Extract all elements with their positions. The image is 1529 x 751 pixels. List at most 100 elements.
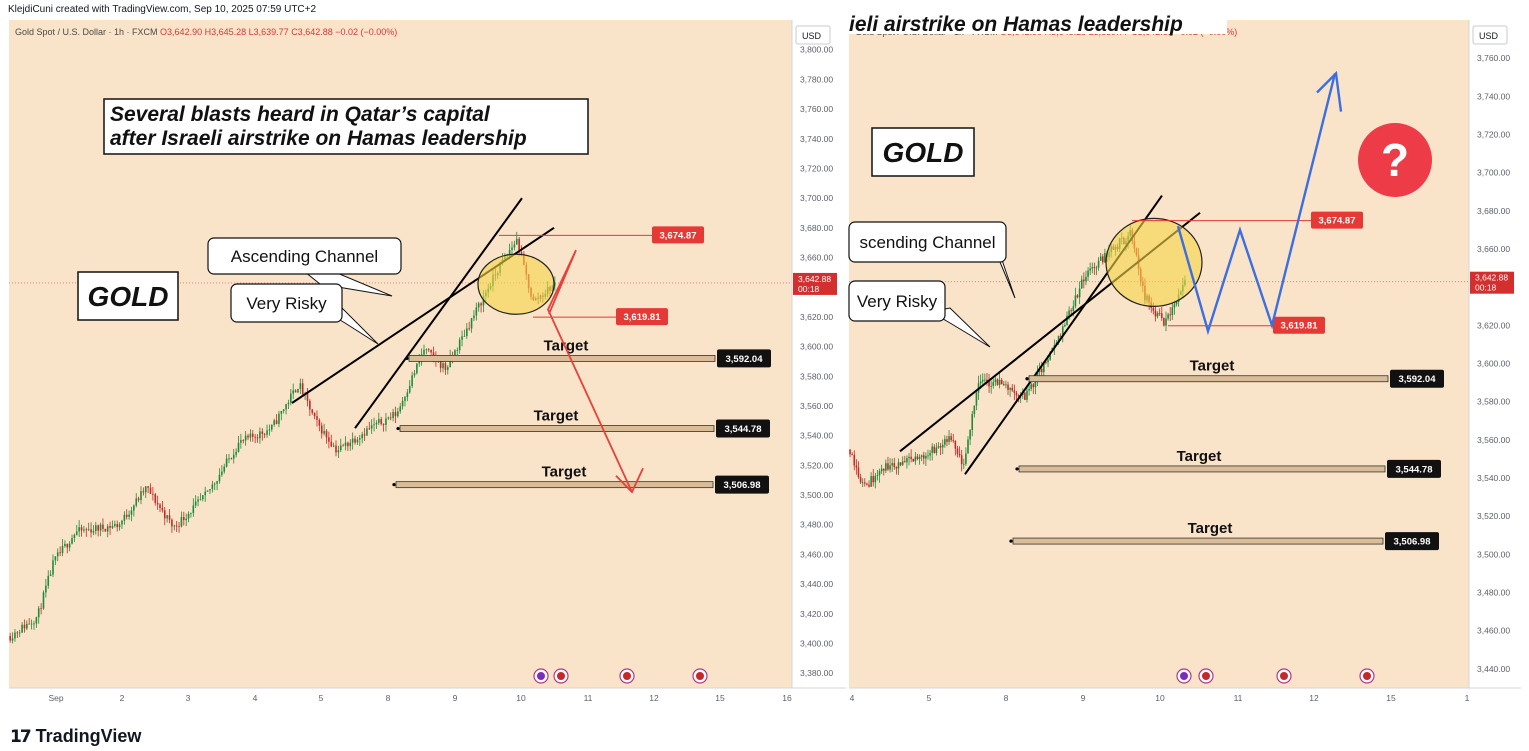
panel1-candle [230,458,233,460]
panel1-candle [142,491,145,493]
panel1-y-tick-label: 3,620.00 [800,312,833,322]
panel2-candle [1165,318,1167,326]
panel1-candle [183,517,185,521]
panel2-candle [990,385,992,387]
panel1-candle [425,349,428,351]
panel2-candle [1074,295,1077,307]
panel2-currency-label: USD [1479,31,1499,41]
panel2-y-tick-label: 3,760.00 [1477,53,1510,63]
panel1-candle [197,499,199,502]
panel1-headline-line: after Israeli airstrike on Hamas leaders… [110,127,527,150]
panel2-candle [967,439,969,454]
panel1-candle [430,350,432,353]
panel1-x-tick-label: 3 [186,693,191,703]
panel2-candle [897,462,900,469]
panel1-candle [242,440,245,441]
panel1-candle [111,525,114,528]
panel1-target-label: Target [544,337,589,354]
panel1-candle [99,524,102,531]
panel2-candle [994,379,997,382]
panel1-candle [397,411,399,417]
panel1-candle [480,303,482,306]
panel2-candle [1072,306,1075,312]
panel1-candle [454,350,456,357]
panel2-last-price-value: 3,642.88 [1475,273,1508,283]
panel1-candle [97,525,99,531]
panel1-candle [45,585,47,593]
panel2-candle [992,381,995,386]
panel1-candle [325,430,328,438]
panel1-candle [418,360,421,364]
panel1-candle [180,517,183,527]
panel2-bullish-arrow [1176,73,1337,336]
panel1-candle [511,247,513,251]
panel1-candle [135,498,138,506]
panel2-candle [901,461,904,465]
panel2-candle [965,453,967,464]
panel1-candle [332,445,335,447]
panel1-y-tick-label: 3,440.00 [800,579,833,589]
panel2-candle [996,379,999,385]
panel1-candle [225,458,228,467]
panel1-asset-label-box [77,271,179,321]
panel1-candle [154,494,157,503]
panel1-candle [263,433,266,435]
panel1-target-value: 3,592.04 [726,354,764,365]
panel1-candle [73,534,76,539]
panel1-candle [423,349,425,355]
panel2-candle [954,441,957,449]
panel1-candle [313,412,316,417]
panel1-candle [190,513,192,514]
panel2-level-value: 3,674.87 [1319,216,1356,227]
panel2-candle [1011,387,1014,391]
panel2-candle [855,465,858,468]
panel1-candle [416,363,418,374]
panel2-y-tick-label: 3,460.00 [1477,626,1510,636]
panel1-candle [349,442,352,447]
panel1-candle [254,436,256,438]
panel2-candle [925,455,927,459]
panel2-x-tick-label: 8 [1004,693,1009,703]
panel2-candle [1045,362,1047,364]
panel2-candle [872,476,875,483]
panel1-candle [461,336,463,340]
panel2-candle [861,482,864,484]
panel2-candle [1163,317,1165,326]
panel2-candle [962,463,965,465]
panel1-y-tick-label: 3,500.00 [800,490,833,500]
panel1-candle [244,435,247,441]
tradingview-brand[interactable]: 𝟭𝟳 TradingView [10,726,141,747]
panel1-target-zone [395,481,714,489]
panel2-candle [893,463,896,468]
panel2-candle [910,456,912,459]
panel2-candle [1169,314,1172,316]
panel1-candle [280,410,283,414]
panel1-callout-text: Very Risky [246,294,327,313]
panel1-candle [380,419,382,424]
panel2-candle [920,455,923,458]
panel1-candle [223,466,226,472]
panel2-candle [1089,268,1091,271]
panel2-candle [927,455,929,457]
panel1-level-value: 3,619.81 [624,312,662,323]
panel2-y-tick-label: 3,680.00 [1477,206,1510,216]
panel1-ohlc-value: O3,642.90 [160,27,205,37]
panel1-candle [56,552,59,557]
panel1-candle [194,501,197,506]
panel1-candle [64,543,66,547]
panel1-x-tick-label: 9 [453,693,458,703]
tradingview-logo-icon: 𝟭𝟳 [10,726,32,746]
panel2-candle [912,458,915,462]
panel1-candle [299,383,302,389]
panel2-candle [960,455,963,465]
panel2-event-icon-core [1363,672,1371,680]
panel2-candle [887,463,889,470]
panel2-candle [948,436,950,442]
panel1-candle [163,510,166,519]
panel1-candle [366,428,368,436]
panel1-callout-text: Ascending Channel [231,247,378,266]
panel1-candle [256,437,259,439]
panel1-x-tick-label: 2 [120,693,125,703]
panel1-candle [442,363,444,369]
panel1-y-tick-label: 3,520.00 [800,460,833,470]
